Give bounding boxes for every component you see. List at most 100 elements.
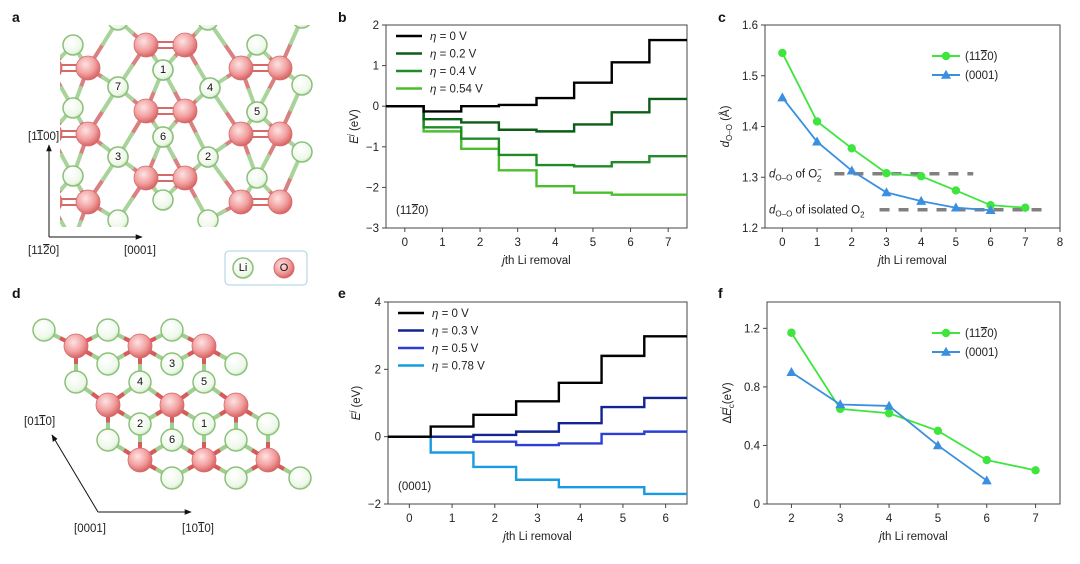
x-tick-label: 7 [1032, 513, 1038, 525]
y-axis-label: Ej (eV) [348, 386, 363, 421]
axes-arrows-a: [1100] [1120] [0001] [28, 131, 156, 257]
o-atom [267, 55, 293, 81]
chart-e: 0 1 2 3 4 5 6 4 2 0 −2 jth Li removal Ej (eV) η = 0 V… [348, 297, 688, 543]
o-atom [75, 189, 101, 215]
x-tick-label: 5 [953, 237, 959, 249]
data-point-triangle [985, 205, 996, 215]
y-tick-label: −2 [368, 499, 381, 511]
data-point-circle [933, 426, 943, 436]
li-atom [128, 412, 152, 436]
x-tick-label: 2 [788, 513, 794, 525]
site-number-label: 7 [115, 81, 121, 93]
li-atom [197, 209, 219, 227]
data-point-triangle [777, 92, 788, 102]
x-tick-label: 7 [665, 237, 671, 249]
axis-label-right-a: [0001] [124, 245, 156, 257]
data-point-circle [951, 186, 961, 195]
li-site-3 [107, 146, 129, 168]
site-number-label: 5 [201, 376, 207, 388]
li-site-5 [246, 101, 268, 123]
site-number-label: 1 [160, 64, 166, 76]
bond [60, 54, 64, 61]
x-axis-label: jth Li removal [501, 531, 571, 543]
bond [60, 187, 64, 194]
o-legend-icon [273, 257, 295, 279]
li-atom [96, 428, 120, 452]
x-tick-label: 6 [662, 513, 668, 525]
site-number-label: 5 [254, 106, 260, 118]
x-tick-label: 4 [886, 513, 893, 525]
data-point-triangle [884, 400, 895, 410]
li-site-7 [107, 76, 129, 98]
x-tick-label: 0 [406, 513, 412, 525]
li-atom [198, 25, 218, 31]
li-atom [192, 412, 216, 436]
x-tick-label: 3 [883, 237, 889, 249]
o-atom [60, 60, 63, 76]
axis-label-right-d: [1010] [182, 523, 214, 535]
o-atom [191, 333, 217, 359]
o-atom [267, 121, 293, 147]
data-point-circle [847, 144, 856, 153]
data-point-circle [1021, 203, 1030, 212]
o-atom [95, 392, 121, 418]
li-atom [96, 318, 120, 342]
y-tick-label: 4 [375, 297, 382, 309]
y-axis-label: ΔEcj (eV) [719, 382, 736, 423]
o-atom [172, 32, 198, 58]
reference-line-label: dO–O of O− 2 [769, 166, 822, 184]
li-atom [192, 370, 216, 394]
data-point-triangle [835, 399, 846, 409]
y-tick-label: 1.5 [742, 71, 758, 83]
y-tick-label: 0 [754, 499, 760, 511]
x-tick-label: 6 [984, 513, 990, 525]
structure-panel-a: 1 2 3 4 5 6 7 [60, 25, 313, 227]
data-point-circle [916, 172, 926, 181]
series-line-0 [388, 335, 687, 438]
legend-label: η = 0.3 V [432, 326, 479, 338]
site-number-label: 2 [205, 151, 211, 163]
y-tick-label: 1.4 [742, 122, 759, 134]
o-atom [228, 121, 254, 147]
bond [101, 25, 118, 46]
plot-frame [385, 24, 688, 229]
panel-label-c: c [718, 9, 726, 25]
legend-label: η = 0.78 V [432, 361, 485, 373]
y-axis-label: dO–O (Å) [719, 105, 734, 147]
axis-label-up-d: [0110] [24, 416, 55, 428]
legend-label: η = 0.54 V [430, 84, 483, 96]
panel-label-a: a [12, 9, 20, 25]
series-line-0 [781, 52, 1026, 209]
o-atom [255, 447, 281, 473]
site-number-label: 3 [115, 151, 121, 163]
reference-line-label: dO–O of isolated O2 [769, 205, 865, 220]
legend-label: η = 0 V [432, 308, 469, 320]
y-tick-label: −1 [366, 142, 379, 154]
data-point-circle [982, 455, 991, 465]
bond [76, 220, 83, 227]
li-atom [224, 428, 248, 452]
o-atom [172, 165, 198, 191]
atom-legend: Li O [224, 250, 308, 286]
li-atom [128, 370, 152, 394]
o-atom [267, 189, 293, 215]
x-tick-label: 5 [935, 513, 941, 525]
o-atom [228, 55, 254, 81]
x-axis-label: jth Li removal [876, 255, 946, 267]
li-atom [107, 209, 129, 227]
li-atom [32, 318, 56, 342]
o-atom [191, 447, 217, 473]
bond [60, 215, 64, 224]
legend-label: η = 0 V [430, 31, 467, 43]
y-tick-label: 1.2 [744, 323, 760, 335]
data-point-circle [941, 328, 951, 338]
y-tick-label: 1.2 [742, 223, 758, 235]
panel-label-b: b [338, 9, 347, 25]
x-tick-label: 2 [492, 513, 498, 525]
series-line-2 [386, 105, 687, 168]
y-tick-label: 0.8 [744, 382, 760, 394]
axis-label-origin-d: [0001] [74, 523, 106, 535]
y-tick-label: 1.6 [742, 20, 758, 32]
series-line-0 [386, 38, 687, 113]
axes-arrows-d: [0110] [0001] [1010] [24, 416, 214, 535]
